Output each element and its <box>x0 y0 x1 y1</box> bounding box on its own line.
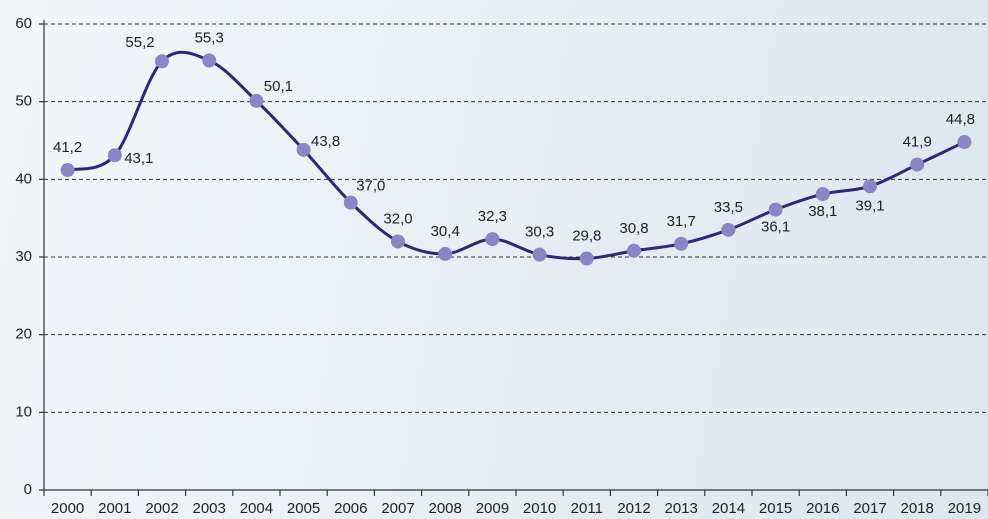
line <box>67 50 966 261</box>
marker <box>815 187 830 202</box>
value-label: 55,3 <box>195 29 224 46</box>
value-label: 44,8 <box>946 111 975 128</box>
value-label: 33,5 <box>714 199 743 216</box>
marker <box>579 251 594 266</box>
x-tick-label: 2003 <box>193 500 226 517</box>
x-tick-label: 2006 <box>334 500 367 517</box>
marker <box>957 135 972 150</box>
y-tick-label: 0 <box>24 481 32 498</box>
x-tick-label: 2018 <box>901 500 934 517</box>
value-label: 43,8 <box>311 133 340 150</box>
value-label: 43,1 <box>124 150 153 167</box>
x-tick-label: 2005 <box>287 500 320 517</box>
value-label: 30,3 <box>525 224 554 241</box>
marker <box>249 93 264 108</box>
value-label: 32,3 <box>478 208 507 225</box>
marker <box>627 243 641 258</box>
x-tick-label: 2008 <box>429 500 462 517</box>
x-tick-label: 2013 <box>665 500 698 517</box>
x-tick-label: 2010 <box>523 500 556 517</box>
x-tick-label: 2015 <box>759 500 792 517</box>
value-label: 36,1 <box>761 219 790 236</box>
value-label: 29,8 <box>572 228 601 245</box>
marker <box>391 234 405 249</box>
marker <box>863 179 877 194</box>
marker <box>721 222 736 237</box>
marker <box>674 236 689 251</box>
value-label: 41,2 <box>53 139 82 156</box>
marker <box>107 148 122 163</box>
marker <box>438 246 453 261</box>
marker <box>910 157 925 172</box>
value-label: 37,0 <box>356 178 385 195</box>
marker <box>155 54 169 69</box>
y-tick-label: 50 <box>15 93 32 110</box>
y-tick-label: 30 <box>15 248 32 265</box>
marker <box>296 142 311 157</box>
marker <box>60 163 75 178</box>
x-tick-label: 2014 <box>712 500 745 517</box>
x-tick-label: 2007 <box>381 500 414 517</box>
value-label: 31,7 <box>667 213 696 230</box>
x-tick-label: 2001 <box>98 500 131 517</box>
value-label: 32,0 <box>383 210 412 227</box>
x-tick-label: 2000 <box>51 500 84 517</box>
value-label: 39,1 <box>855 197 884 214</box>
y-tick-label: 10 <box>15 403 32 420</box>
value-label: 30,8 <box>619 220 648 237</box>
y-tick-label: 20 <box>15 326 32 343</box>
x-tick-label: 2012 <box>617 500 650 517</box>
x-tick-label: 2011 <box>571 500 603 517</box>
marker <box>532 247 547 262</box>
marker <box>343 195 358 210</box>
value-label: 38,1 <box>808 203 837 220</box>
value-label: 55,2 <box>125 34 154 51</box>
x-tick-label: 2002 <box>145 500 178 517</box>
y-tick-label: 60 <box>15 15 32 32</box>
value-label: 41,9 <box>903 134 932 151</box>
value-label: 30,4 <box>431 223 460 240</box>
x-tick-label: 2019 <box>948 500 981 517</box>
marker <box>485 232 500 247</box>
x-tick-label: 2016 <box>806 500 839 517</box>
y-tick-label: 40 <box>15 170 32 187</box>
value-label: 50,1 <box>264 78 293 95</box>
marker <box>202 53 217 68</box>
marker <box>768 202 783 217</box>
x-tick-label: 2009 <box>476 500 509 517</box>
x-tick-label: 2017 <box>853 500 886 517</box>
x-tick-label: 2004 <box>240 500 273 517</box>
